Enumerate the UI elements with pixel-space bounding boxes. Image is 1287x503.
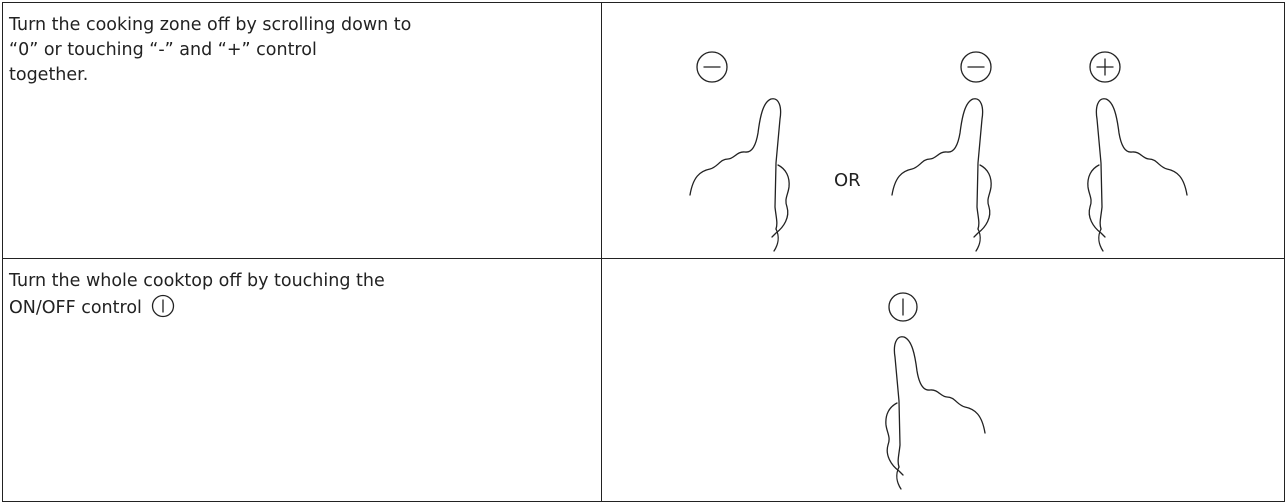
- or-label: OR: [834, 170, 861, 191]
- figure-cell: OR: [601, 2, 1285, 259]
- hand: [689, 98, 790, 252]
- figure-cell: [601, 258, 1285, 502]
- instruction-text: Turn the cooking zone off by scrolling d…: [3, 3, 601, 88]
- on-off-icon: [888, 292, 918, 322]
- on-off-icon: [152, 294, 175, 318]
- illustration: OR: [689, 51, 1188, 252]
- text-line: ON/OFF control: [9, 294, 601, 321]
- hand: [1087, 98, 1188, 252]
- text-line: together.: [9, 65, 89, 85]
- text-line: Turn the cooking zone off by scrolling d…: [9, 15, 412, 35]
- hand: [885, 336, 986, 490]
- text-line: “0” or touching “-” and “+” control: [9, 40, 317, 60]
- text-cell: Turn the cooking zone off by scrolling d…: [2, 2, 602, 259]
- table-row: Turn the cooking zone off by scrolling d…: [2, 2, 1285, 259]
- instruction-text: Turn the whole cooktop off by touching t…: [3, 259, 601, 321]
- illustration: [885, 292, 986, 490]
- text-line: ON/OFF control: [9, 298, 142, 318]
- table-row: Turn the whole cooktop off by touching t…: [2, 258, 1285, 502]
- text-cell: Turn the whole cooktop off by touching t…: [2, 258, 602, 502]
- plus-icon: [1089, 51, 1121, 83]
- text-line: Turn the whole cooktop off by touching t…: [9, 271, 385, 291]
- hand: [891, 98, 992, 252]
- minus-icon: [960, 51, 992, 83]
- minus-icon: [696, 51, 728, 83]
